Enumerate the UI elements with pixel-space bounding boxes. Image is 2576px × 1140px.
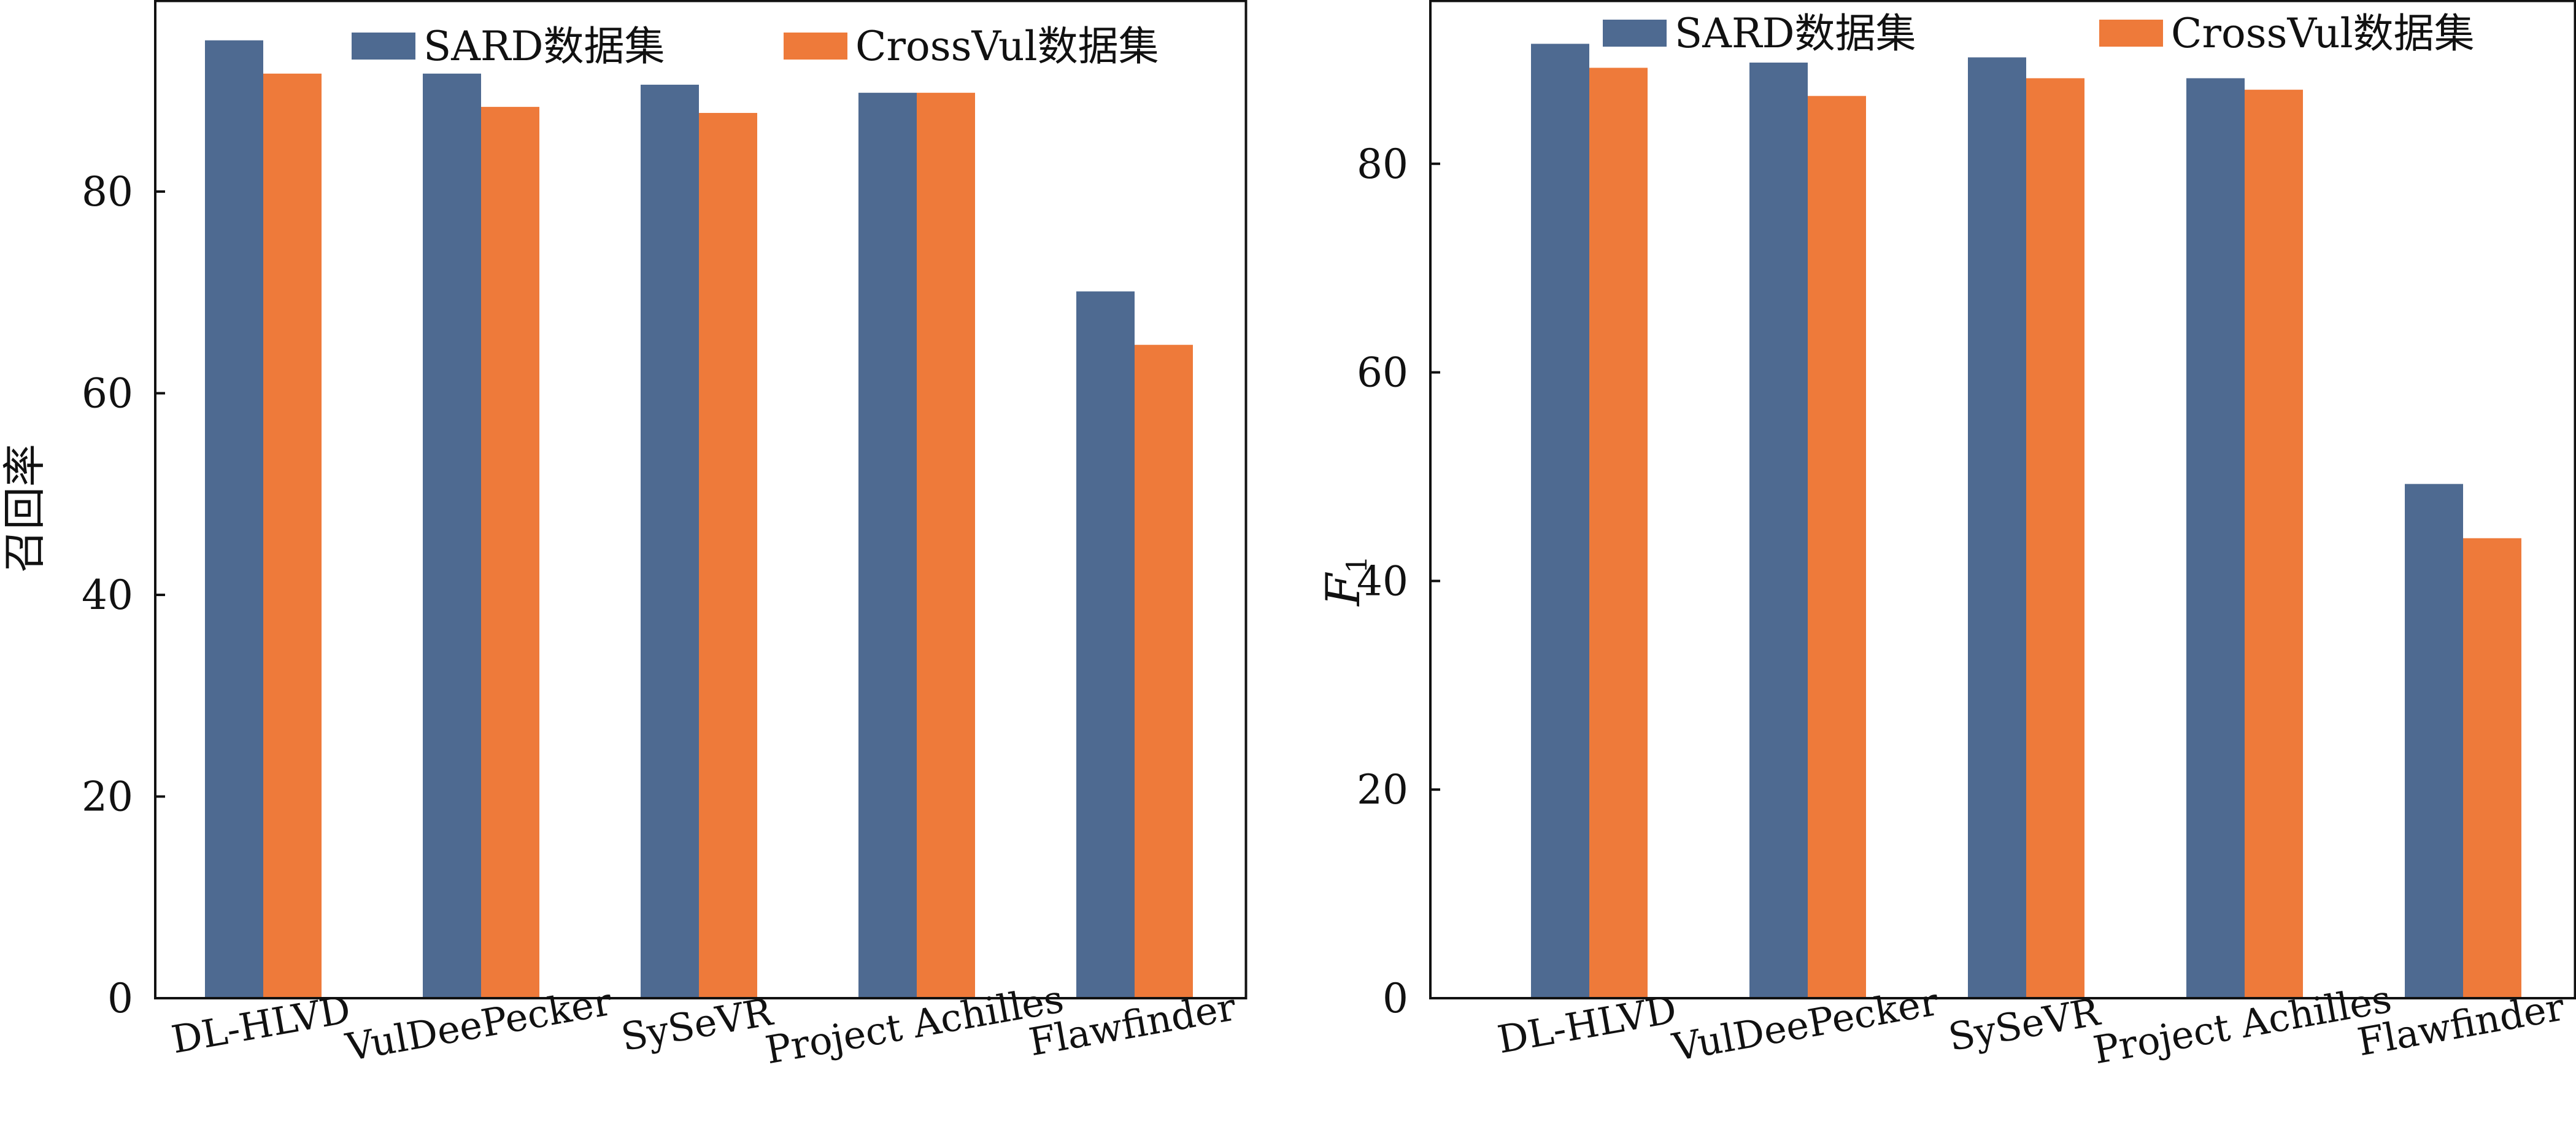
y-tick-label: 40 xyxy=(82,572,133,619)
bar-sysevr-series-2 xyxy=(2026,78,2084,999)
bar-flawfinder-series-1 xyxy=(1076,291,1135,998)
bar-project-achilles-series-2 xyxy=(2245,90,2303,998)
legend-label-series-1: SARD数据集 xyxy=(1675,10,1916,57)
x-category-label: SySeVR xyxy=(618,989,777,1060)
bar-sysevr-series-1 xyxy=(641,84,699,999)
bar-dl-hlvd-series-1 xyxy=(1531,44,1589,999)
y-tick-label: 0 xyxy=(1382,975,1408,1022)
bar-vuldeepecker-series-2 xyxy=(481,107,539,999)
y-tick-label: 80 xyxy=(82,168,133,215)
bar-sysevr-series-2 xyxy=(699,112,757,998)
bar-vuldeepecker-series-1 xyxy=(423,73,481,998)
legend-label-series-2: CrossVul数据集 xyxy=(2171,10,2475,57)
bar-vuldeepecker-series-1 xyxy=(1749,62,1808,998)
y-tick-label: 40 xyxy=(1357,557,1408,605)
bar-flawfinder-series-2 xyxy=(2463,538,2521,998)
bar-project-achilles-series-1 xyxy=(2186,78,2245,999)
y-tick-label: 20 xyxy=(82,774,133,821)
bar-flawfinder-series-2 xyxy=(1135,344,1193,998)
legend-swatch-series-1 xyxy=(352,33,415,60)
legend-swatch-series-1 xyxy=(1603,20,1667,47)
legend-label-series-2: CrossVul数据集 xyxy=(855,23,1159,70)
bar-project-achilles-series-1 xyxy=(858,93,917,998)
bar-flawfinder-series-1 xyxy=(2405,484,2463,998)
bar-sysevr-series-1 xyxy=(1968,57,2026,999)
bar-dl-hlvd-series-1 xyxy=(205,40,263,998)
plot-frame xyxy=(1429,0,2576,999)
y-axis-title: 召回率 xyxy=(0,444,50,573)
bar-dl-hlvd-series-2 xyxy=(1589,68,1648,999)
y-tick-label: 60 xyxy=(1357,349,1408,397)
y-tick-label: 20 xyxy=(1357,766,1408,813)
plot-frame xyxy=(154,0,1248,999)
bar-project-achilles-series-2 xyxy=(917,93,975,998)
y-axis-title-subscript: 1 xyxy=(1340,556,1373,573)
y-axis-title: F1 xyxy=(1316,556,1373,607)
y-tick-label: 60 xyxy=(82,370,133,417)
x-category-label: SySeVR xyxy=(1945,989,2104,1060)
legend-label-series-1: SARD数据集 xyxy=(423,23,665,70)
legend-swatch-series-2 xyxy=(784,33,847,60)
bar-vuldeepecker-series-2 xyxy=(1808,96,1866,998)
bar-dl-hlvd-series-2 xyxy=(263,73,322,998)
y-tick-label: 0 xyxy=(107,975,133,1022)
y-tick-label: 80 xyxy=(1357,141,1408,188)
legend-swatch-series-2 xyxy=(2099,20,2163,47)
